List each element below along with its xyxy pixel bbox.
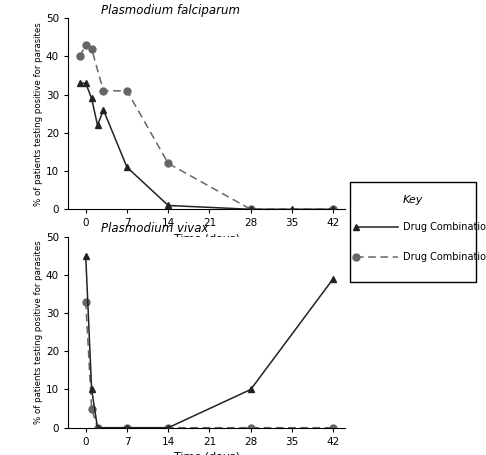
FancyBboxPatch shape [350, 182, 476, 282]
X-axis label: Time (days): Time (days) [174, 452, 240, 455]
Y-axis label: % of patients testing positive for parasites: % of patients testing positive for paras… [34, 240, 43, 424]
X-axis label: Time (days): Time (days) [174, 234, 240, 244]
Text: Drug Combination B: Drug Combination B [403, 252, 486, 262]
Y-axis label: % of patients testing positive for parasites: % of patients testing positive for paras… [34, 22, 43, 206]
Text: Drug Combination A: Drug Combination A [403, 222, 486, 232]
Text: Plasmodium vivax: Plasmodium vivax [101, 222, 209, 235]
Text: Key: Key [403, 195, 423, 205]
Text: Plasmodium falciparum: Plasmodium falciparum [101, 4, 240, 17]
